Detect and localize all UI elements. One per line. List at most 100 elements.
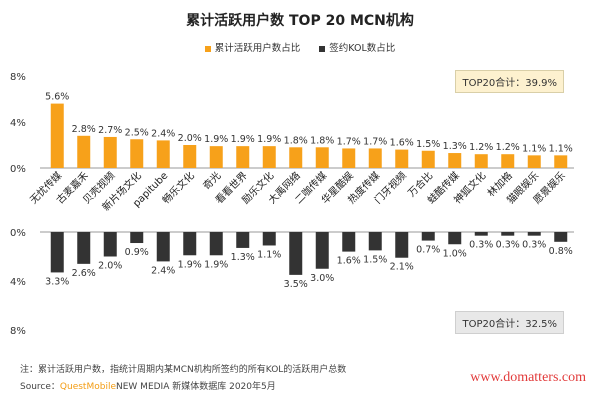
active-users-bar: [421, 150, 435, 168]
category-label: 奇光: [200, 169, 223, 192]
kol-bar: [130, 232, 144, 244]
active-users-data-label: 1.1%: [549, 143, 573, 154]
kol-bar: [368, 232, 382, 251]
lower-y-tick-label: 0%: [10, 228, 26, 239]
upper-y-tick-label: 8%: [10, 72, 26, 83]
active-users-data-label: 1.9%: [231, 134, 255, 145]
active-users-data-label: 2.4%: [151, 128, 175, 139]
active-users-bar: [448, 153, 462, 168]
kol-data-label: 3.5%: [284, 279, 308, 290]
kol-bar: [315, 232, 329, 269]
kol-data-label: 1.9%: [204, 259, 228, 270]
kol-bar: [289, 232, 303, 275]
watermark: www.domatters.com: [470, 370, 586, 385]
active-users-data-label: 1.7%: [363, 136, 387, 147]
kol-data-label: 1.5%: [363, 254, 387, 265]
lower-y-tick-label: 4%: [10, 277, 26, 288]
active-users-bar: [262, 146, 276, 168]
kol-data-label: 0.3%: [496, 240, 520, 251]
kol-data-label: 2.1%: [390, 262, 414, 273]
active-users-bar: [342, 148, 356, 168]
kol-bar: [501, 232, 515, 236]
kol-bar: [342, 232, 356, 252]
source-brand: QuestMobile: [59, 382, 116, 392]
kol-bar: [395, 232, 409, 258]
kol-bar: [103, 232, 117, 257]
active-users-bar: [236, 146, 250, 168]
legend-swatch-dark: [319, 45, 326, 52]
footnote: 注：累计活跃用户数，指统计周期内某MCN机构所签约的所有KOL的活跃用户总数: [20, 365, 347, 375]
source-line: Source：QuestMobileNEW MEDIA 新媒体数据库 2020年…: [20, 379, 276, 392]
legend-label-active-users: 累计活跃用户数占比: [214, 43, 301, 54]
active-users-data-label: 1.2%: [469, 142, 493, 153]
kol-data-label: 0.3%: [522, 240, 546, 251]
kol-data-label: 0.8%: [549, 246, 573, 257]
active-users-bar: [130, 139, 144, 168]
active-users-data-label: 1.1%: [522, 143, 546, 154]
kol-data-label: 1.9%: [178, 259, 202, 270]
active-users-data-label: 2.5%: [125, 127, 149, 138]
active-users-bar: [77, 135, 91, 168]
active-users-bar: [527, 155, 541, 168]
chart-title: 累计活跃用户数 TOP 20 MCN机构: [186, 13, 414, 29]
kol-bar: [421, 232, 435, 241]
kol-bar: [50, 232, 64, 273]
active-users-data-label: 1.2%: [496, 142, 520, 153]
kol-data-label: 3.3%: [45, 276, 69, 287]
kol-data-label: 1.1%: [257, 249, 281, 260]
kol-bar: [236, 232, 250, 248]
active-users-bar: [156, 140, 170, 168]
kol-data-label: 3.0%: [310, 273, 334, 284]
active-users-data-label: 2.0%: [178, 133, 202, 144]
kol-bar: [474, 232, 488, 236]
kol-bar: [527, 232, 541, 236]
active-users-data-label: 1.9%: [257, 134, 281, 145]
kol-bar: [209, 232, 223, 256]
kol-bar: [448, 232, 462, 245]
active-users-data-label: 1.7%: [337, 136, 361, 147]
active-users-data-label: 1.6%: [390, 138, 414, 149]
kol-bar: [183, 232, 197, 256]
kol-data-label: 1.6%: [337, 256, 361, 267]
active-users-bar: [395, 149, 409, 168]
kol-data-label: 1.3%: [231, 252, 255, 263]
active-users-data-label: 2.7%: [98, 125, 122, 136]
active-users-bar: [289, 147, 303, 168]
active-users-data-label: 1.8%: [310, 135, 334, 146]
lower-y-tick-label: 8%: [10, 326, 26, 337]
kol-data-label: 0.3%: [469, 240, 493, 251]
kol-data-label: 0.9%: [125, 247, 149, 258]
upper-y-tick-label: 4%: [10, 118, 26, 129]
kol-bar: [262, 232, 276, 246]
active-users-data-label: 1.3%: [443, 141, 467, 152]
legend-swatch-orange: [204, 45, 211, 52]
kol-data-label: 0.7%: [416, 245, 440, 256]
kol-data-label: 2.0%: [98, 261, 122, 272]
source-prefix: Source：: [20, 382, 60, 392]
kol-data-label: 2.6%: [72, 268, 96, 279]
active-users-bar: [501, 154, 515, 168]
active-users-bar: [554, 155, 568, 168]
active-users-data-label: 2.8%: [72, 124, 96, 135]
active-users-bar: [315, 147, 329, 168]
upper-y-tick-label: 0%: [10, 164, 26, 175]
kol-bar: [554, 232, 568, 242]
active-users-bar: [474, 154, 488, 168]
kol-bar: [156, 232, 170, 262]
source-rest: NEW MEDIA 新媒体数据库 2020年5月: [116, 382, 276, 392]
active-users-data-label: 1.9%: [204, 134, 228, 145]
legend: 累计活跃用户数占比 签约KOL数占比: [0, 40, 600, 54]
legend-label-kol: 签约KOL数占比: [329, 43, 396, 54]
active-users-data-label: 5.6%: [45, 92, 69, 103]
legend-item-kol: 签约KOL数占比: [319, 40, 395, 54]
active-users-bar: [368, 148, 382, 168]
kol-data-label: 2.4%: [151, 265, 175, 276]
active-users-bar: [50, 103, 64, 168]
active-users-bar: [103, 136, 117, 168]
kol-data-label: 1.0%: [443, 248, 467, 259]
kol-bar: [77, 232, 91, 264]
total-active-users-badge: TOP20合计：39.9%: [455, 70, 564, 93]
legend-item-active-users: 累计活跃用户数占比: [204, 40, 301, 54]
active-users-bar: [183, 145, 197, 168]
active-users-data-label: 1.5%: [416, 139, 440, 150]
